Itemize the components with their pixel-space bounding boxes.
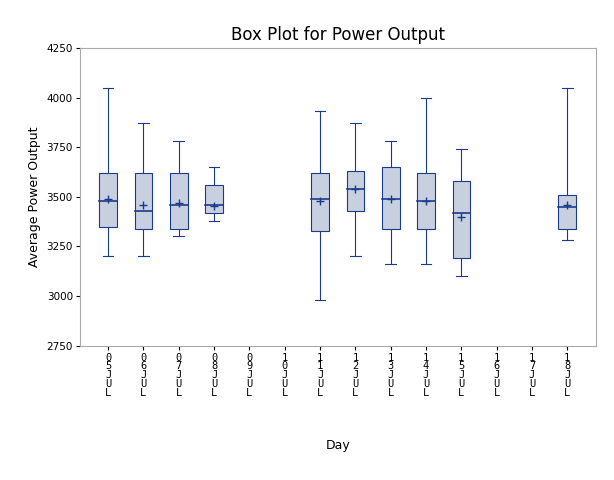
Title: Box Plot for Power Output: Box Plot for Power Output [231,25,445,44]
Bar [382,167,400,228]
Bar [311,173,329,230]
Bar [346,171,364,211]
Bar [170,173,187,228]
Bar [205,185,223,213]
Bar [453,181,470,258]
Bar [417,173,435,228]
Bar [559,195,576,228]
X-axis label: Day: Day [325,439,350,453]
Bar [99,173,117,227]
Bar [134,173,152,228]
Y-axis label: Average Power Output: Average Power Output [28,127,41,267]
